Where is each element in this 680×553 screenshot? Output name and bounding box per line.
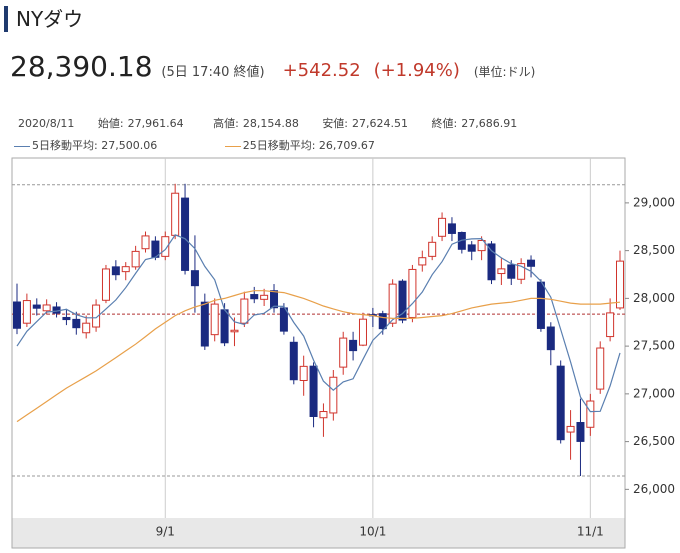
candle-body	[556, 365, 565, 441]
candle-body	[220, 309, 229, 344]
legend: 5日移動平均: 27,500.06 25日移動平均: 26,709.67	[14, 137, 375, 153]
candle-body	[467, 244, 476, 252]
candle-body	[82, 322, 91, 334]
candle-body	[596, 347, 605, 390]
candle-body	[408, 268, 417, 318]
candle-body	[616, 260, 624, 309]
x-axis-band	[12, 518, 625, 548]
candle-body	[447, 223, 456, 234]
candle-body	[279, 307, 288, 332]
candle-body	[358, 318, 367, 346]
candle-body	[418, 257, 427, 266]
legend-value: 27,500.06	[101, 139, 158, 152]
legend-value: 26,709.67	[318, 139, 375, 152]
candle-body	[349, 339, 358, 352]
info-row: 2020/8/11 始値: 27,961.64 高値: 28,154.88 安値: 2…	[18, 115, 521, 131]
legend-swatch	[224, 145, 241, 147]
candle-body	[517, 263, 526, 280]
x-tick-label: 9/1	[156, 525, 175, 539]
legend-swatch	[14, 145, 30, 147]
moving-average-line	[16, 234, 621, 413]
x-tick-label: 11/1	[577, 525, 604, 539]
open: 27,961.64	[127, 117, 184, 130]
x-tick-label: 10/1	[359, 525, 386, 539]
price-row: 28,390.18 (5日 17:40 終値) +542.52 (+1.94%) (…	[10, 52, 535, 88]
y-tick-label: 26,500	[633, 434, 675, 448]
close: 27,686.91	[461, 117, 518, 130]
candle-body	[141, 235, 150, 250]
candle-body	[477, 240, 486, 252]
candle-body	[428, 241, 437, 257]
candle-body	[507, 264, 516, 279]
candle-body	[13, 301, 21, 329]
candle-body	[240, 298, 249, 324]
low-label: 安値:	[322, 117, 349, 130]
change: +542.52	[282, 60, 361, 81]
candle-body	[181, 197, 190, 271]
candle-body	[586, 400, 595, 428]
candle-body	[161, 236, 170, 257]
candle-body	[566, 425, 575, 433]
candle-body	[250, 294, 259, 300]
candle-body	[289, 341, 298, 381]
candle-body	[378, 313, 387, 330]
candle-body	[22, 300, 31, 324]
candle-body	[606, 312, 615, 338]
unit: (単位:ドル)	[473, 65, 536, 79]
candle-body	[527, 259, 536, 267]
candle-body	[309, 365, 318, 417]
candle-body	[270, 290, 279, 309]
close-label: 終値:	[431, 117, 458, 130]
candle-body	[200, 301, 209, 347]
candle-body	[171, 192, 180, 236]
y-tick-label: 27,000	[633, 386, 675, 400]
candle-body	[72, 318, 81, 329]
open-label: 始値:	[97, 117, 124, 130]
candle-body	[42, 304, 51, 312]
legend-label: 5日移動平均:	[32, 139, 98, 152]
candle-body	[398, 280, 407, 321]
candle-body	[32, 304, 41, 309]
candle-body	[121, 266, 130, 273]
candle-body	[190, 270, 199, 287]
y-tick-label: 28,500	[633, 243, 675, 257]
candle-body	[260, 294, 269, 300]
candle-body	[487, 243, 496, 281]
candle-body	[329, 376, 338, 414]
candle-body	[210, 303, 219, 336]
candle-body	[457, 231, 466, 250]
candle-body	[536, 281, 545, 329]
candle-body	[92, 304, 101, 328]
high: 28,154.88	[242, 117, 299, 130]
candle-body	[339, 337, 348, 368]
y-tick-label: 26,000	[633, 482, 675, 496]
candle-body	[111, 266, 120, 276]
low: 27,624.51	[352, 117, 409, 130]
candle-body	[576, 422, 585, 442]
high-label: 高値:	[213, 117, 239, 130]
change-pct: (+1.94%)	[373, 60, 460, 81]
candle-body	[230, 329, 239, 333]
y-tick-label: 29,000	[633, 195, 675, 209]
candle-body	[62, 316, 71, 321]
title: NYダウ	[4, 6, 83, 32]
time: (5日 17:40 終値)	[161, 65, 265, 80]
price: 28,390.18	[10, 50, 153, 83]
y-tick-label: 27,500	[633, 339, 675, 353]
plot-frame	[11, 157, 626, 549]
candle-body	[438, 217, 447, 237]
candle-body	[319, 411, 328, 419]
legend-label: 25日移動平均:	[242, 139, 316, 152]
date: 2020/8/11	[18, 117, 75, 130]
candle-body	[497, 268, 506, 275]
candle-body	[388, 283, 397, 324]
candle-body	[131, 250, 140, 268]
moving-average-line	[16, 290, 621, 423]
y-tick-label: 28,000	[633, 291, 675, 305]
candle-body	[299, 365, 308, 381]
candle-body	[546, 326, 555, 351]
candle-body	[101, 268, 110, 301]
